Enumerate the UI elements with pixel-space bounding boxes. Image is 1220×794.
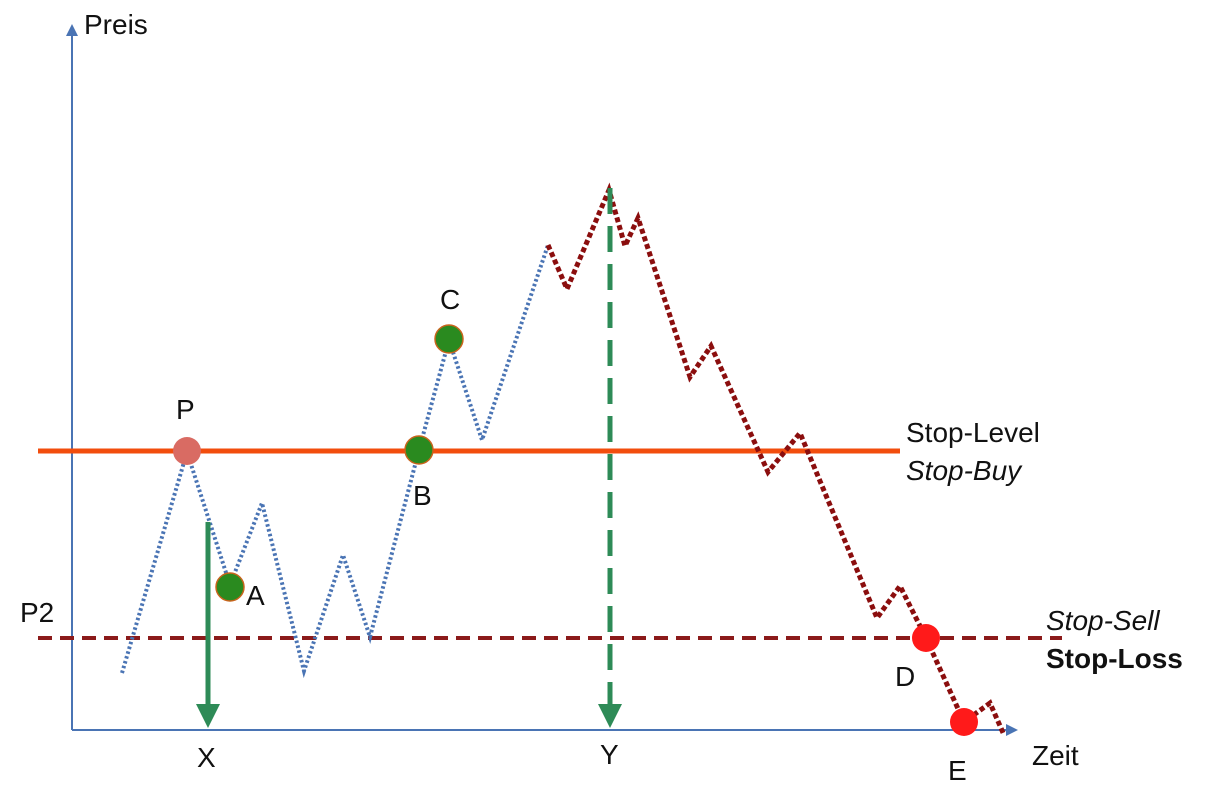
point-b-label: B: [413, 480, 432, 511]
price-path-after: [545, 182, 1007, 737]
point-e: [950, 708, 978, 736]
point-a-label: A: [246, 580, 265, 611]
stop-buy-label: Stop-Buy: [906, 455, 1023, 486]
point-d: [912, 624, 940, 652]
stop-loss-label: Stop-Loss: [1046, 643, 1183, 674]
p2-label: P2: [20, 597, 54, 628]
point-b: [404, 435, 434, 465]
stop-level-label: Stop-Level: [906, 417, 1040, 448]
point-p-label: P: [176, 394, 195, 425]
point-e-label: E: [948, 755, 967, 786]
point-p: [173, 437, 201, 465]
point-c-label: C: [440, 284, 460, 315]
x-axis-label: Zeit: [1032, 740, 1079, 771]
marker-x-label: X: [197, 742, 216, 773]
point-a: [215, 572, 245, 602]
marker-y-label: Y: [600, 739, 619, 770]
price-path-before: [120, 244, 550, 679]
point-c: [434, 324, 464, 354]
stop-sell-label: Stop-Sell: [1046, 605, 1160, 636]
y-axis-label: Preis: [84, 9, 148, 40]
point-d-label: D: [895, 661, 915, 692]
